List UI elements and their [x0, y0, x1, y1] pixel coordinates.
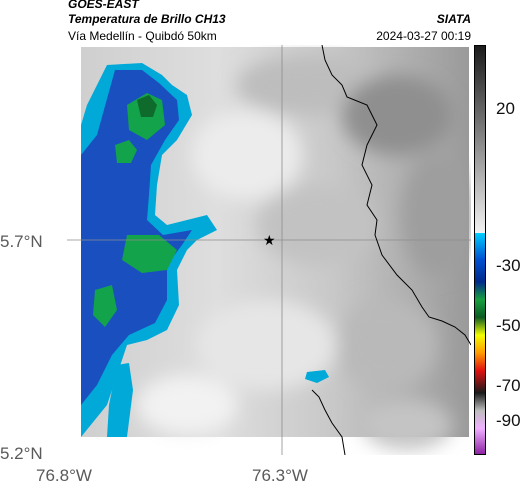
- satellite-name: GOES-EAST: [68, 0, 139, 11]
- cloud-texture: [137, 55, 471, 450]
- star-icon: ★: [263, 233, 276, 249]
- product-title: Temperatura de Brillo CH13: [68, 12, 226, 26]
- colorbar-label-neg70: -70: [496, 376, 521, 395]
- small-cell: [305, 370, 329, 383]
- timestamp-label: 2024-03-27 00:19: [376, 29, 471, 43]
- source-label: SIATA: [436, 12, 471, 26]
- lon-label-76.8: 76.8°W: [36, 466, 92, 485]
- department-border-south: [311, 389, 346, 455]
- region-label: Vía Medellín - Quibdó 50km: [68, 29, 217, 43]
- colorbar-label-neg90: -90: [496, 411, 521, 430]
- colorbar-label-neg30: -30: [496, 256, 521, 275]
- colorbar-label-20: 20: [496, 99, 515, 118]
- colorbar: [474, 45, 486, 455]
- cold-cloud-tops: [81, 63, 329, 437]
- lon-label-76.3: 76.3°W: [252, 466, 308, 485]
- colorbar-label-neg50: -50: [496, 316, 521, 335]
- satellite-map: ★: [67, 45, 471, 455]
- lat-label-5.2: 5.2°N: [0, 444, 43, 463]
- lat-label-5.7: 5.7°N: [0, 232, 43, 251]
- department-border: [321, 45, 471, 346]
